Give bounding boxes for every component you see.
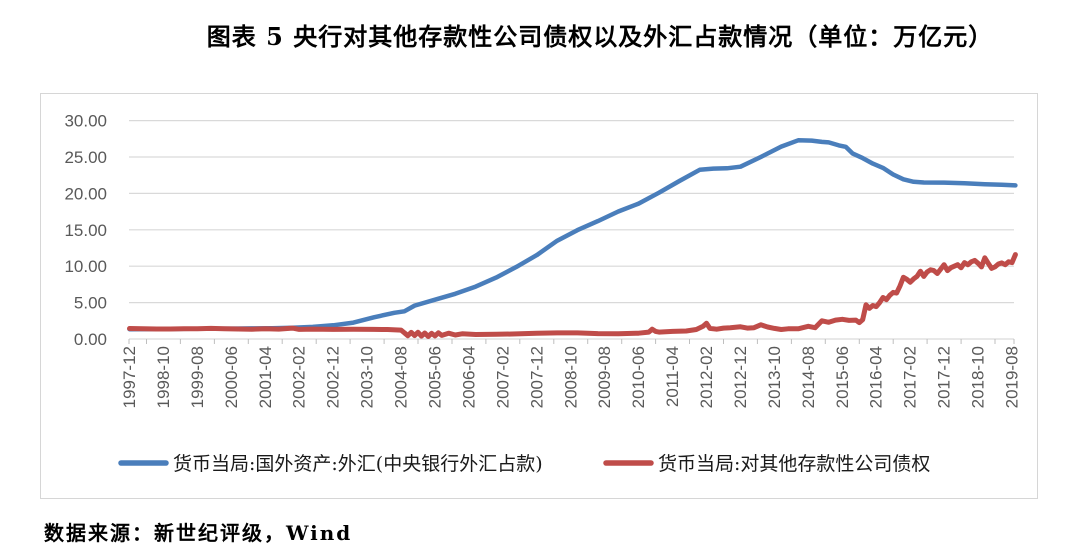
x-tick-label: 2015-06 — [833, 346, 852, 408]
x-tick-label: 2011-04 — [663, 346, 682, 407]
y-axis-labels: 30.00 25.00 20.00 15.00 10.00 5.00 0.00 — [64, 112, 107, 349]
x-tick-label: 2002-02 — [290, 346, 309, 408]
x-tick-label: 1999-08 — [188, 346, 207, 408]
x-tick-label: 1997-12 — [120, 346, 139, 408]
x-tick-label: 2008-10 — [561, 346, 580, 408]
x-tick-label: 2000-06 — [222, 346, 241, 408]
legend-label-claims: 货币当局:对其他存款性公司债权 — [658, 453, 930, 475]
legend-label-fx: 货币当局:国外资产:外汇(中央银行外汇占款) — [173, 453, 543, 475]
x-tick-label: 2017-02 — [901, 346, 920, 408]
legend: 货币当局:国外资产:外汇(中央银行外汇占款) 货币当局:对其他存款性公司债权 — [118, 453, 930, 475]
y-tick-label: 20.00 — [64, 184, 107, 203]
series-line-claims — [127, 252, 1018, 339]
x-tick-label: 2012-02 — [697, 346, 716, 408]
x-tick-label: 2001-04 — [256, 346, 275, 408]
x-tick-label: 2004-08 — [392, 346, 411, 408]
x-tick-label: 2016-04 — [867, 346, 886, 408]
x-tick-label: 2019-08 — [1003, 346, 1022, 408]
x-tick-label: 2007-12 — [527, 346, 546, 408]
x-tick-label: 2013-10 — [765, 346, 784, 408]
x-axis-ticks — [128, 339, 1015, 344]
x-tick-label: 2009-08 — [595, 346, 614, 408]
y-tick-label: 5.00 — [74, 294, 107, 313]
chart-area: 30.00 25.00 20.00 15.00 10.00 5.00 0.00 1997-12… — [40, 93, 1038, 499]
x-tick-label: 2010-06 — [629, 346, 648, 408]
x-tick-label: 2005-06 — [426, 346, 445, 408]
data-source-note: 数据来源：新世纪评级，Wind — [44, 521, 353, 545]
x-axis-labels: 1997-12 1998-10 1999-08 2000-06 2001-04 2002-… — [120, 346, 1022, 408]
x-tick-label: 2007-02 — [493, 346, 512, 408]
gridlines — [129, 120, 1014, 340]
y-tick-label: 30.00 — [64, 112, 107, 131]
x-tick-label: 2014-08 — [799, 346, 818, 408]
y-tick-label: 15.00 — [64, 221, 107, 240]
x-tick-label: 1998-10 — [154, 346, 173, 408]
x-tick-label: 2017-12 — [935, 346, 954, 408]
y-tick-label: 0.00 — [74, 330, 107, 349]
x-tick-label: 2002-12 — [324, 346, 343, 408]
x-tick-label: 2003-10 — [358, 346, 377, 408]
y-tick-label: 10.00 — [64, 257, 107, 276]
x-tick-label: 2018-10 — [969, 346, 988, 408]
line-chart: 30.00 25.00 20.00 15.00 10.00 5.00 0.00 1997-12… — [64, 112, 1022, 475]
x-tick-label: 2012-12 — [731, 346, 750, 408]
figure-title: 图表 5 央行对其他存款性公司债权以及外汇占款情况（单位：万亿元） — [206, 22, 994, 51]
x-tick-label: 2006-04 — [459, 346, 478, 408]
y-tick-label: 25.00 — [64, 148, 107, 167]
